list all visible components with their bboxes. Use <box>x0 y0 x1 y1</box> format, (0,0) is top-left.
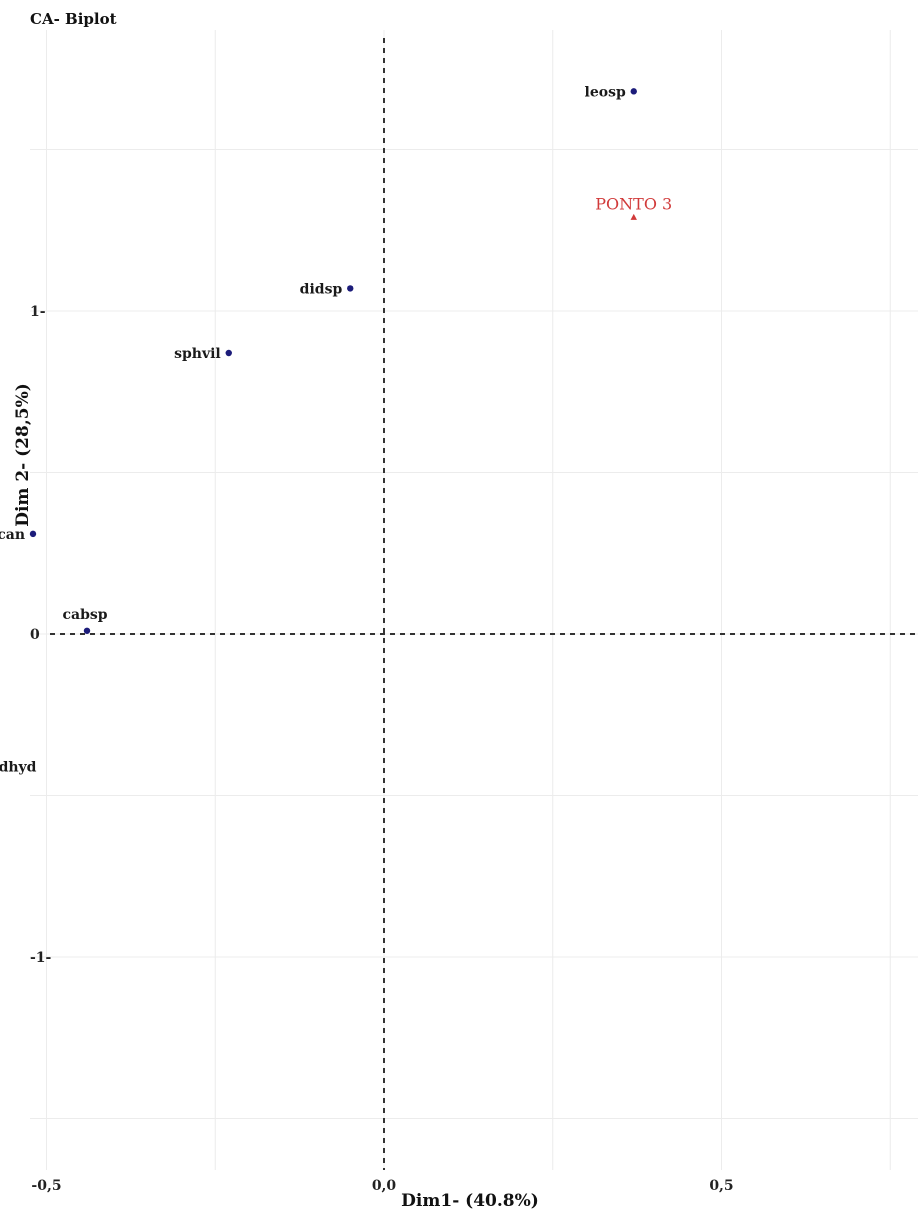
x-tick-label: 0,5 <box>709 1178 733 1194</box>
tick-labels: -1.0-0,50,00,51,01,51-0-1- <box>30 304 734 1194</box>
points-layer <box>29 88 637 634</box>
row-point-label: sphvil <box>174 346 221 362</box>
row-point-label: hydhyd <box>0 759 37 775</box>
row-point <box>630 88 637 95</box>
grid-layer <box>30 30 918 1170</box>
chart-title: CA- Biplot <box>30 10 117 28</box>
reference-lines <box>50 38 918 1170</box>
row-point-label: cabsp <box>62 607 107 623</box>
row-point-label: leosp <box>585 84 626 100</box>
point-labels-layer: leospdidspsphvilsylbraprocancunpacdasspc… <box>0 84 672 775</box>
row-point <box>347 285 354 292</box>
row-point-label: didsp <box>300 281 343 297</box>
row-point <box>225 349 232 357</box>
y-axis-title: Dim 2- (28,5%) <box>13 383 33 527</box>
y-tick-label: 0 <box>30 627 40 643</box>
x-axis-title: Dim1- (40.8%) <box>401 1191 539 1211</box>
x-tick-label: -0,5 <box>31 1178 61 1194</box>
x-tick-label: 0,0 <box>372 1178 397 1194</box>
row-point <box>83 627 91 634</box>
column-point <box>630 213 637 220</box>
row-point <box>29 530 37 538</box>
column-point-label: PONTO 3 <box>595 194 672 213</box>
y-tick-label: -1- <box>30 950 52 966</box>
y-tick-label: 1- <box>30 304 46 320</box>
row-point-label: procan <box>0 527 25 543</box>
